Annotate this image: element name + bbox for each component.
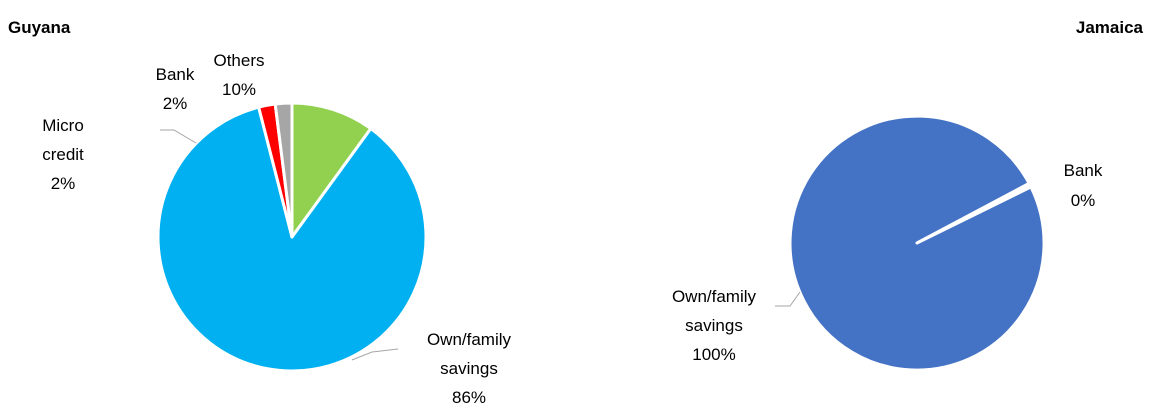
data-label-own-savings-line1: Own/family bbox=[427, 330, 512, 349]
data-label-micro-credit-line2: credit bbox=[42, 145, 84, 164]
data-label-micro-credit-value: 2% bbox=[51, 174, 76, 193]
data-label-bank-jamaica-value: 0% bbox=[1071, 191, 1096, 210]
data-label-own-savings-value: 86% bbox=[452, 388, 486, 407]
jamaica-chart-title: Jamaica bbox=[1075, 18, 1143, 37]
data-label-others-value: 10% bbox=[222, 80, 256, 99]
jamaica-pie bbox=[788, 114, 1046, 372]
guyana-slice-bank bbox=[273, 101, 294, 239]
data-label-micro-credit-line1: Micro bbox=[42, 116, 84, 135]
data-label-own-savings-line2: savings bbox=[440, 359, 498, 378]
jamaica-slice-own-family-savings bbox=[788, 114, 1046, 372]
leader-line-own-savings-guyana bbox=[351, 348, 399, 361]
data-label-own-savings-jamaica-line2: savings bbox=[685, 316, 743, 335]
guyana-slice-others bbox=[290, 101, 373, 239]
data-label-own-savings-jamaica-line1: Own/family bbox=[672, 287, 757, 306]
guyana-slice-own-family-savings bbox=[156, 105, 428, 373]
data-label-others-name: Others bbox=[213, 51, 264, 70]
guyana-chart-title: Guyana bbox=[8, 18, 71, 37]
leader-line-bank-guyana bbox=[160, 129, 197, 144]
data-label-bank-jamaica-name: Bank bbox=[1064, 161, 1103, 180]
guyana-pie bbox=[156, 101, 428, 373]
data-label-bank-value: 2% bbox=[163, 94, 188, 113]
leader-line-own-savings-jamaica bbox=[775, 291, 801, 307]
data-label-own-savings-jamaica-value: 100% bbox=[692, 345, 735, 364]
data-label-bank-name: Bank bbox=[156, 65, 195, 84]
